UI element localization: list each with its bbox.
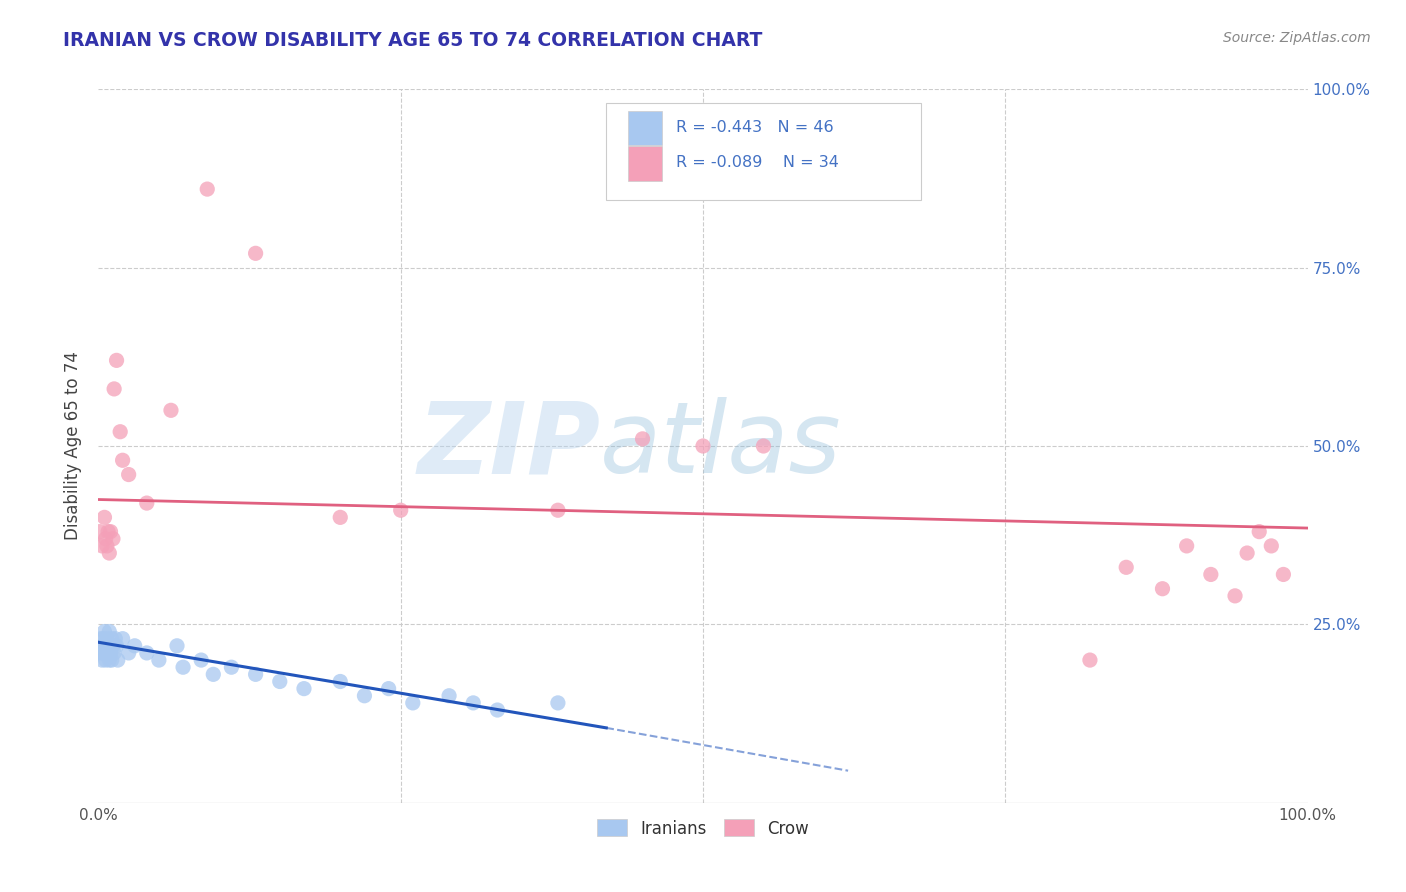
Point [105,639,128,653]
Point [1199,567,1222,582]
Point [118,646,141,660]
Point [190,653,212,667]
Point [100,524,122,539]
Text: R = -0.089    N = 34: R = -0.089 N = 34 [676,155,839,170]
Point [221,660,243,674]
Point [547,503,569,517]
Point [91,646,114,660]
Point [94,653,117,667]
Point [91,653,114,667]
Point [100,639,122,653]
Point [111,632,134,646]
Text: Source: ZipAtlas.com: Source: ZipAtlas.com [1223,31,1371,45]
Point [101,639,124,653]
Point [94,532,117,546]
Point [97,524,120,539]
Point [135,646,157,660]
Point [96,632,118,646]
Point [93,510,115,524]
Point [1078,653,1101,667]
Point [124,639,146,653]
Point [105,353,128,368]
Point [463,696,485,710]
Point [292,681,315,696]
Point [1115,560,1137,574]
Y-axis label: Disability Age 65 to 74: Disability Age 65 to 74 [65,351,83,541]
Point [1223,589,1246,603]
Point [97,639,120,653]
Point [103,646,125,660]
Point [89,646,111,660]
Point [245,246,267,260]
Point [148,653,170,667]
Point [1272,567,1295,582]
Point [98,546,121,560]
Point [107,653,129,667]
Point [98,653,121,667]
Point [353,689,375,703]
Legend: Iranians, Crow: Iranians, Crow [589,811,817,846]
Text: IRANIAN VS CROW DISABILITY AGE 65 TO 74 CORRELATION CHART: IRANIAN VS CROW DISABILITY AGE 65 TO 74 … [63,31,762,50]
Point [90,632,112,646]
Point [437,689,460,703]
Point [202,667,225,681]
Point [329,510,352,524]
Point [195,182,218,196]
Point [752,439,775,453]
Text: atlas: atlas [600,398,842,494]
Point [269,674,291,689]
Bar [628,111,662,145]
Point [1249,524,1271,539]
Point [93,639,115,653]
Point [89,524,111,539]
Point [377,681,399,696]
Point [101,532,124,546]
Point [103,382,125,396]
Point [692,439,714,453]
Point [94,646,117,660]
Point [172,660,194,674]
Point [100,653,122,667]
Point [389,503,412,517]
Point [1236,546,1258,560]
Bar [628,146,662,180]
Point [104,632,127,646]
Point [91,639,114,653]
Point [91,539,114,553]
Point [1260,539,1282,553]
FancyBboxPatch shape [606,103,921,200]
Point [98,624,121,639]
Point [245,667,267,681]
Text: R = -0.443   N = 46: R = -0.443 N = 46 [676,120,834,135]
Point [547,696,569,710]
Point [96,639,118,653]
Point [108,425,131,439]
Point [93,624,115,639]
Point [91,632,114,646]
Point [1152,582,1174,596]
Point [160,403,183,417]
Point [97,646,120,660]
Point [118,467,141,482]
Point [100,646,122,660]
Text: ZIP: ZIP [418,398,600,494]
Point [100,632,122,646]
Point [329,674,352,689]
Point [631,432,654,446]
Point [402,696,425,710]
Point [1175,539,1198,553]
Point [96,539,118,553]
Point [166,639,188,653]
Point [135,496,157,510]
Point [111,453,134,467]
Point [486,703,509,717]
